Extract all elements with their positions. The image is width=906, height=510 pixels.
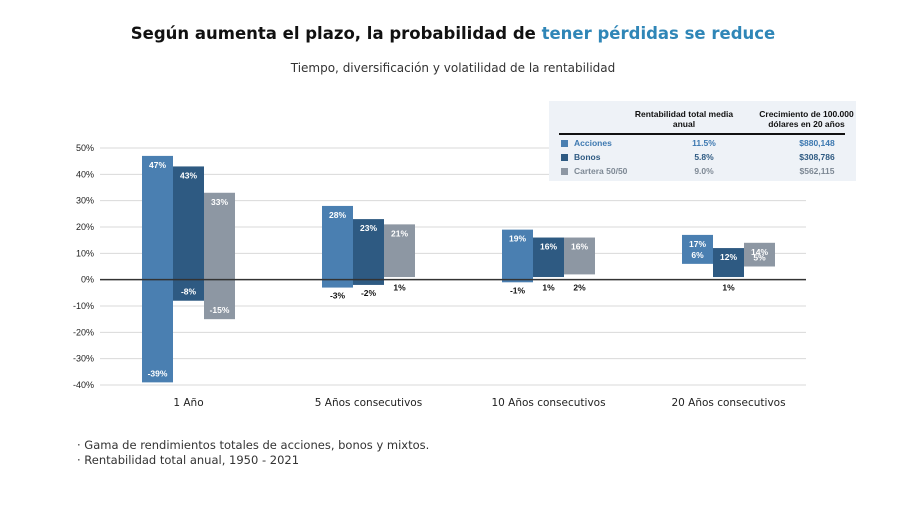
x-category-label: 10 Años consecutivos [491,397,605,409]
y-tick-label: 20% [76,222,94,232]
bar-bonos [713,248,744,278]
data-label-max: 21% [391,228,408,238]
y-tick-label: 50% [76,143,94,153]
bar-acciones [502,229,533,283]
legend-header-divider [559,133,845,135]
bar-bonos [533,237,564,278]
data-label-max: 19% [509,234,526,244]
y-tick-label: 30% [76,196,94,206]
x-category-label: 1 Año [173,397,203,409]
bar-acciones [142,155,173,383]
footnotes: · Gama de rendimientos totales de accion… [77,438,429,468]
legend-swatch-bonos [561,154,568,161]
legend-avg-return: 5.8% [694,152,714,162]
x-category-label: 20 Años consecutivos [671,397,785,409]
title-prefix: Según aumenta el plazo, la probabilidad … [130,24,542,43]
legend-swatch-cartera [561,168,568,175]
footnote: · Rentabilidad total anual, 1950 - 2021 [77,453,300,467]
legend-avg-return: 9.0% [694,166,714,176]
data-label-min: -15% [210,305,230,315]
bar-acciones [682,234,713,264]
data-label-min: -2% [361,288,377,298]
data-label-min: -3% [330,291,346,301]
chart-title: Según aumenta el plazo, la probabilidad … [0,24,906,43]
data-label-min: 2% [573,283,586,293]
data-label-max: 47% [149,160,166,170]
data-label-max: 17% [689,239,706,249]
legend-name: Cartera 50/50 [574,166,628,176]
y-tick-label: -30% [73,354,94,364]
data-label-min: 1% [722,283,735,293]
legend-avg-return: 11.5% [692,138,716,148]
legend-row-bonos: Bonos 5.8% $308,786 [549,151,856,165]
legend-row-cartera: Cartera 50/50 9.0% $562,115 [549,165,856,179]
data-label-min: 1% [393,283,406,293]
legend-growth-value: $562,115 [799,166,835,176]
chart-subtitle: Tiempo, diversificación y volatilidad de… [290,61,616,75]
bar-bonos [353,219,384,285]
x-category-label: 5 Años consecutivos [315,397,422,409]
bar-bonos [173,166,204,301]
data-label-max: 16% [571,242,588,252]
y-tick-label: -40% [73,380,94,390]
data-label-max: 33% [211,197,228,207]
legend-header-growth: Crecimiento de 100.000 dólares en 20 año… [759,109,854,129]
legend-swatch-acciones [561,140,568,147]
legend-header-avg-return: Rentabilidad total media anual [634,109,734,129]
legend-growth-value: $880,148 [799,138,835,148]
bar-cartera [384,224,415,278]
title-highlight: tener pérdidas se reduce [541,24,776,43]
data-label-max: 43% [180,170,197,180]
data-label-max: 16% [540,242,557,252]
legend-growth-value: $308,786 [799,152,835,162]
y-tick-label: -20% [73,327,94,337]
legend-name: Acciones [574,138,612,148]
data-label-max: 14% [751,247,768,257]
data-label-max: 23% [360,223,377,233]
bar-acciones [322,205,353,288]
bar-cartera [744,242,775,267]
data-label-min: -8% [181,287,197,297]
bar-cartera [204,192,235,320]
data-label-min: 1% [542,283,555,293]
y-tick-label: -10% [73,301,94,311]
data-label-max: 28% [329,210,346,220]
y-tick-label: 0% [81,275,94,285]
bar-cartera [564,237,595,275]
data-label-min: -39% [148,368,168,378]
data-label-min: 5% [753,253,766,263]
legend-name: Bonos [574,152,601,162]
y-tick-label: 40% [76,169,94,179]
y-tick-label: 10% [76,248,94,258]
legend-table: Rentabilidad total media anual Crecimien… [549,101,856,181]
legend-row-acciones: Acciones 11.5% $880,148 [549,137,856,151]
data-label-min: -1% [510,285,526,295]
footnote: · Gama de rendimientos totales de accion… [77,438,430,452]
data-label-min: 6% [691,250,704,260]
data-label-max: 12% [720,252,737,262]
